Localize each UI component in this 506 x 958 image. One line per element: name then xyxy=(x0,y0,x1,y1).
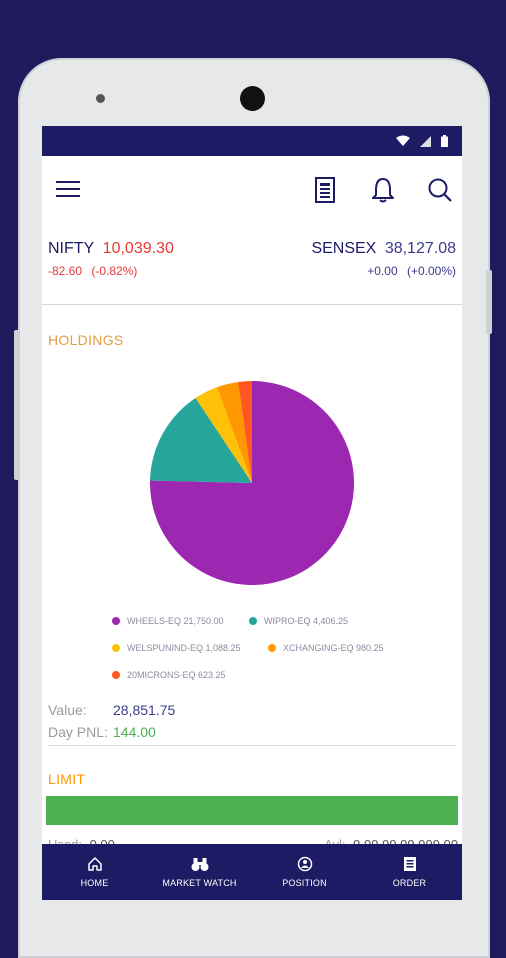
day-pnl-value: 144.00 xyxy=(113,724,156,740)
phone-speaker xyxy=(96,94,105,103)
legend-dot xyxy=(249,617,257,625)
signal-icon xyxy=(420,135,431,147)
legend-item: WELSPUNIND-EQ 1,088.25 xyxy=(112,643,241,653)
nav-label: POSITION xyxy=(282,878,327,888)
position-icon xyxy=(297,856,312,872)
pie-slice-4[interactable] xyxy=(238,381,252,483)
wifi-icon xyxy=(396,135,410,146)
holdings-value-row: Value: 28,851.75 xyxy=(48,702,175,718)
index-value: 10,039.30 xyxy=(102,240,174,257)
pie-slice-2[interactable] xyxy=(195,387,252,483)
pie-slice-1[interactable] xyxy=(150,398,252,483)
phone-side-button xyxy=(14,330,20,480)
menu-icon[interactable] xyxy=(56,181,80,199)
bell-icon[interactable] xyxy=(370,176,396,204)
index-name: NIFTY xyxy=(48,240,95,257)
index-ticker: NIFTY 10,039.30 -82.60 (-0.82%) SENSEX 3… xyxy=(42,224,462,305)
holdings-pie-chart[interactable] xyxy=(149,380,355,586)
index-change: -82.60 xyxy=(48,264,83,278)
holdings-divider xyxy=(48,745,456,746)
binoculars-icon xyxy=(191,858,208,871)
legend-label: 20MICRONS-EQ 623.25 xyxy=(127,670,226,680)
holdings-value-label: Value: xyxy=(48,702,87,718)
index-change-pct: (-0.82%) xyxy=(91,264,138,278)
holdings-title: HOLDINGS xyxy=(48,332,124,348)
index-value: 38,127.08 xyxy=(384,240,456,257)
nav-label: HOME xyxy=(80,878,109,888)
top-app-bar xyxy=(42,156,462,224)
legend-dot xyxy=(268,644,276,652)
document-icon[interactable] xyxy=(312,176,338,204)
phone-volume-button xyxy=(486,270,492,334)
nav-home[interactable]: HOME xyxy=(42,844,147,900)
limit-bar xyxy=(46,796,458,825)
legend-dot xyxy=(112,617,120,625)
legend-dot xyxy=(112,671,120,679)
legend-label: WHEELS-EQ 21,750.00 xyxy=(127,616,224,626)
legend-label: WELSPUNIND-EQ 1,088.25 xyxy=(127,643,241,653)
index-change: +0.00 xyxy=(367,264,398,278)
legend-dot xyxy=(112,644,120,652)
pie-slice-3[interactable] xyxy=(217,381,252,483)
nav-position[interactable]: POSITION xyxy=(252,844,357,900)
bottom-navigation: HOME MARKET WATCH POSITION xyxy=(42,844,462,900)
phone-camera xyxy=(240,86,265,111)
status-bar xyxy=(42,126,462,156)
nifty-index[interactable]: NIFTY 10,039.30 -82.60 (-0.82%) xyxy=(48,240,174,278)
order-icon xyxy=(403,857,416,871)
index-name: SENSEX xyxy=(311,240,377,257)
legend-item: WHEELS-EQ 21,750.00 xyxy=(112,616,224,626)
day-pnl-label: Day PNL: xyxy=(48,724,108,740)
sensex-index[interactable]: SENSEX 38,127.08 +0.00 (+0.00%) xyxy=(311,240,456,278)
legend-label: WIPRO-EQ 4,406.25 xyxy=(264,616,349,626)
nav-market-watch[interactable]: MARKET WATCH xyxy=(147,844,252,900)
limit-title: LIMIT xyxy=(48,771,86,787)
legend-item: WIPRO-EQ 4,406.25 xyxy=(249,616,348,626)
nav-label: MARKET WATCH xyxy=(162,878,237,888)
legend-item: XCHANGING-EQ 980.25 xyxy=(268,643,384,653)
nav-label: ORDER xyxy=(392,878,427,888)
battery-icon xyxy=(441,135,448,147)
home-icon xyxy=(87,857,102,871)
legend-item: 20MICRONS-EQ 623.25 xyxy=(112,670,226,680)
nav-order[interactable]: ORDER xyxy=(357,844,462,900)
search-icon[interactable] xyxy=(427,176,453,204)
legend-label: XCHANGING-EQ 980.25 xyxy=(283,643,384,653)
day-pnl-row: Day PNL: 144.00 xyxy=(48,724,156,740)
holdings-value: 28,851.75 xyxy=(113,702,176,718)
index-change-pct: (+0.00%) xyxy=(406,264,456,278)
app-screen: NIFTY 10,039.30 -82.60 (-0.82%) SENSEX 3… xyxy=(42,126,462,900)
